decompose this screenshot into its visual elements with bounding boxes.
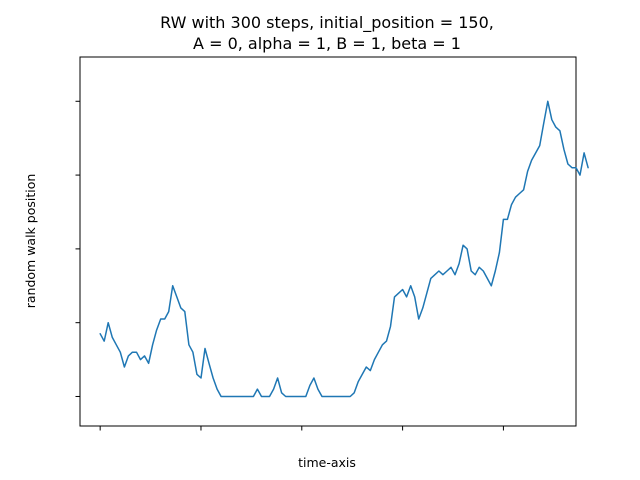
chart-title-line-1: RW with 300 steps, initial_position = 15…: [160, 13, 494, 33]
y-axis-ticks: [75, 100, 80, 397]
x-axis-label: time-axis: [298, 455, 356, 470]
chart-title-line-2: A = 0, alpha = 1, B = 1, beta = 1: [193, 34, 461, 53]
y-axis-label: random walk position: [23, 174, 38, 309]
plot-area-frame: [79, 56, 577, 427]
random-walk-series-line: [99, 100, 589, 398]
x-axis-ticks: [99, 426, 504, 431]
